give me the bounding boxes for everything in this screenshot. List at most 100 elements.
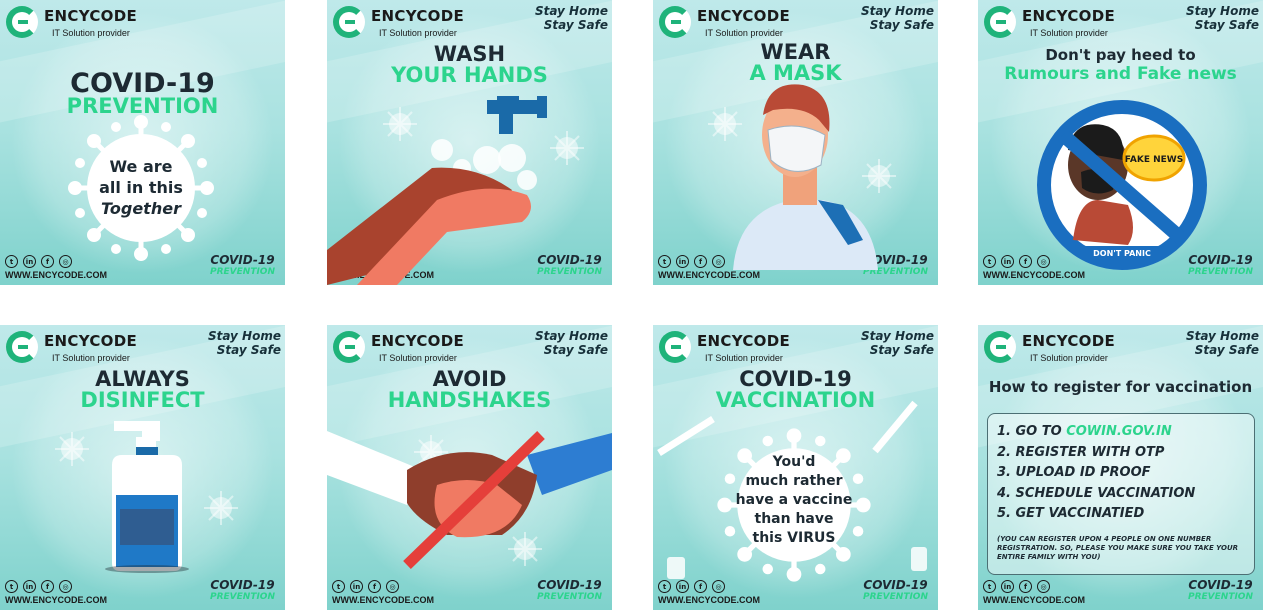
hand-washing-illustration [327, 96, 585, 285]
registration-note: (YOU CAN REGISTER UPON 4 PEOPLE ON ONE N… [997, 534, 1239, 561]
instagram-icon[interactable]: ◎ [1037, 580, 1050, 593]
corner-badge: COVID-19 PREVENTION [863, 253, 928, 277]
brand-logo[interactable]: ENCYCODE IT Solution provider [659, 6, 790, 38]
social-links: t in f ◎ [983, 580, 1050, 593]
facebook-icon[interactable]: f [694, 580, 707, 593]
background-glow [988, 335, 1253, 600]
social-links: t in f ◎ [658, 580, 725, 593]
linkedin-icon[interactable]: in [23, 255, 36, 268]
facebook-icon[interactable]: f [694, 255, 707, 268]
fake-news-bubble: FAKE NEWS [1125, 155, 1183, 165]
instagram-icon[interactable]: ◎ [1037, 255, 1050, 268]
brand-logo[interactable]: ENCYCODE IT Solution provider [984, 331, 1115, 363]
brand-logo[interactable]: ENCYCODE IT Solution provider [333, 331, 464, 363]
card-subtitle: YOUR HANDS [391, 63, 548, 87]
sanitizer-illustration [54, 421, 239, 573]
twitter-icon[interactable]: t [5, 255, 18, 268]
linkedin-icon[interactable]: in [350, 580, 363, 593]
social-links: t in f ◎ [5, 255, 72, 268]
slogan-line-1: Stay Home [1185, 329, 1259, 343]
encycode-logo-icon [333, 6, 365, 38]
website-link[interactable]: WWW.ENCYCODE.COM [658, 270, 760, 280]
instagram-icon[interactable]: ◎ [712, 580, 725, 593]
facebook-icon[interactable]: f [41, 580, 54, 593]
body-line-5: this VIRUS [752, 530, 836, 546]
social-links: t in f ◎ [332, 580, 399, 593]
brand-name: ENCYCODE [1022, 331, 1115, 350]
brand-logo[interactable]: ENCYCODE IT Solution provider [333, 6, 464, 38]
slogan-line-2: Stay Safe [1194, 18, 1259, 32]
encycode-logo-icon [984, 6, 1016, 38]
slogan-line-1: Stay Home [534, 4, 608, 18]
linkedin-icon[interactable]: in [1001, 580, 1014, 593]
card-wear-mask: ENCYCODE IT Solution provider t in f ◎ W… [653, 0, 938, 285]
twitter-icon[interactable]: t [983, 580, 996, 593]
no-fake-news-illustration: FAKE NEWS DON'T PANIC [1037, 100, 1207, 270]
brand-name: ENCYCODE [44, 6, 137, 25]
encycode-logo-icon [333, 331, 365, 363]
dont-panic-badge: DON'T PANIC [1093, 249, 1151, 258]
brand-tagline: IT Solution provider [1030, 27, 1108, 38]
corner-title: COVID-19 [537, 253, 602, 267]
masked-person-illustration [707, 84, 897, 270]
corner-title: COVID-19 [863, 578, 928, 592]
website-link[interactable]: WWW.ENCYCODE.COM [5, 595, 107, 605]
linkedin-icon[interactable]: in [676, 255, 689, 268]
instagram-icon[interactable]: ◎ [386, 580, 399, 593]
corner-badge: COVID-19 PREVENTION [537, 253, 602, 277]
facebook-icon[interactable]: f [1019, 580, 1032, 593]
corner-badge: COVID-19 PREVENTION [1188, 253, 1253, 277]
brand-tagline: IT Solution provider [379, 352, 457, 363]
vaccine-illustration [657, 400, 927, 610]
handshake-illustration [327, 431, 612, 569]
website-link[interactable]: WWW.ENCYCODE.COM [332, 595, 434, 605]
brand-name: ENCYCODE [371, 6, 464, 25]
facebook-icon[interactable]: f [41, 255, 54, 268]
slogan-line-1: Stay Home [860, 329, 934, 343]
corner-subtitle: PREVENTION [1188, 267, 1253, 277]
linkedin-icon[interactable]: in [676, 580, 689, 593]
step-5: 5. GET VACCINATIED [997, 506, 1145, 521]
card-fake-news: ENCYCODE IT Solution provider t in f ◎ W… [978, 0, 1263, 285]
corner-subtitle: PREVENTION [537, 267, 602, 277]
corner-badge: COVID-19 PREVENTION [863, 578, 928, 602]
card-title: Don't pay heed to [1045, 46, 1196, 64]
slogan-line-1: Stay Home [1185, 4, 1259, 18]
twitter-icon[interactable]: t [658, 255, 671, 268]
twitter-icon[interactable]: t [5, 580, 18, 593]
brand-logo[interactable]: ENCYCODE IT Solution provider [6, 6, 137, 38]
brand-logo[interactable]: ENCYCODE IT Solution provider [6, 331, 137, 363]
instagram-icon[interactable]: ◎ [59, 255, 72, 268]
twitter-icon[interactable]: t [658, 580, 671, 593]
website-link[interactable]: WWW.ENCYCODE.COM [658, 595, 760, 605]
step-2: 2. REGISTER WITH OTP [997, 444, 1165, 460]
encycode-logo-icon [659, 331, 691, 363]
linkedin-icon[interactable]: in [1001, 255, 1014, 268]
brand-tagline: IT Solution provider [705, 27, 783, 38]
card-disinfect: ENCYCODE IT Solution provider t in f ◎ W… [0, 325, 285, 610]
card-title: COVID-19 [739, 367, 852, 391]
twitter-icon[interactable]: t [983, 255, 996, 268]
card-subtitle: A MASK [749, 61, 842, 85]
cowin-link[interactable]: COWIN.GOV.IN [1066, 424, 1172, 439]
slogan-line-1: Stay Home [860, 4, 934, 18]
card-avoid-handshakes: ENCYCODE IT Solution provider t in f ◎ W… [327, 325, 612, 610]
instagram-icon[interactable]: ◎ [712, 255, 725, 268]
brand-logo[interactable]: ENCYCODE IT Solution provider [659, 331, 790, 363]
website-link[interactable]: WWW.ENCYCODE.COM [983, 270, 1085, 280]
slogan-line-2: Stay Safe [869, 343, 934, 357]
instagram-icon[interactable]: ◎ [59, 580, 72, 593]
corner-title: COVID-19 [863, 253, 928, 267]
facebook-icon[interactable]: f [368, 580, 381, 593]
card-subtitle: PREVENTION [66, 94, 219, 118]
twitter-icon[interactable]: t [332, 580, 345, 593]
step-1: 1. GO TO COWIN.GOV.IN [997, 424, 1172, 439]
card-subtitle: VACCINATION [715, 388, 876, 412]
corner-title: COVID-19 [1188, 578, 1253, 592]
brand-logo[interactable]: ENCYCODE IT Solution provider [984, 6, 1115, 38]
website-link[interactable]: WWW.ENCYCODE.COM [5, 270, 107, 280]
corner-badge: COVID-19 PREVENTION [210, 578, 275, 602]
linkedin-icon[interactable]: in [23, 580, 36, 593]
website-link[interactable]: WWW.ENCYCODE.COM [983, 595, 1085, 605]
facebook-icon[interactable]: f [1019, 255, 1032, 268]
